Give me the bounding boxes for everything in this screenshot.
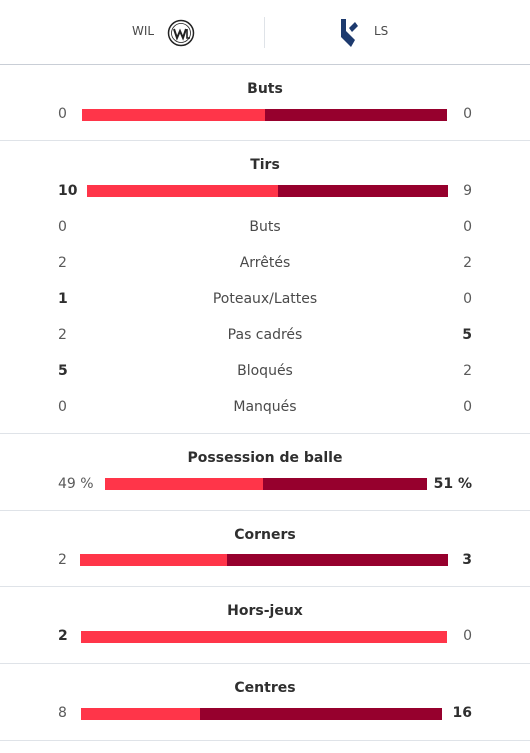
stat-goals: Buts 0 0 [0, 65, 530, 141]
stat-crosses: Centres 8 16 [0, 664, 530, 741]
detail-label: Arrêtés [239, 255, 291, 271]
home-bar-segment [80, 554, 228, 566]
detail-label: Manqués [233, 399, 297, 415]
home-value: 0 [58, 106, 67, 122]
home-value: 0 [58, 399, 67, 415]
stat-bar [80, 554, 448, 566]
stat-bar [81, 631, 447, 643]
detail-label: Pas cadrés [227, 327, 303, 343]
home-value: 10 [58, 183, 78, 199]
home-team-logo-icon [167, 19, 195, 47]
away-value: 3 [462, 552, 472, 568]
home-bar-segment [82, 109, 265, 121]
stat-title: Corners [234, 527, 296, 543]
away-value: 16 [452, 705, 472, 721]
away-value: 9 [463, 183, 472, 199]
away-value: 2 [463, 363, 472, 379]
stat-title: Possession de balle [187, 450, 343, 466]
home-bar-segment [87, 185, 279, 197]
away-team-logo-icon [341, 19, 358, 47]
stat-title: Buts [247, 81, 283, 97]
home-bar-segment [81, 708, 201, 720]
away-value: 0 [463, 291, 472, 307]
home-value: 2 [58, 255, 67, 271]
stat-title: Hors-jeux [227, 603, 303, 619]
home-value: 2 [58, 327, 67, 343]
home-value: 2 [58, 628, 68, 644]
home-value: 0 [58, 219, 67, 235]
stat-title: Tirs [250, 157, 280, 173]
home-bar-segment [81, 631, 447, 643]
home-value: 5 [58, 363, 68, 379]
detail-label: Poteaux/Lattes [212, 291, 318, 307]
stat-shots: Tirs 10 9 0 Buts 0 2 Arrêtés 2 1 Poteaux… [0, 141, 530, 434]
stat-bar [81, 708, 442, 720]
away-team-name: LS [374, 24, 389, 38]
away-value: 0 [463, 219, 472, 235]
header-divider [264, 17, 265, 48]
home-bar-segment [105, 478, 263, 490]
home-value: 2 [58, 552, 67, 568]
away-bar-segment [227, 554, 448, 566]
stat-possession: Possession de balle 49 % 51 % [0, 434, 530, 511]
stat-corners: Corners 2 3 [0, 511, 530, 587]
away-value: 0 [463, 106, 472, 122]
away-value: 51 % [433, 476, 472, 492]
match-header: WIL LS [0, 0, 530, 65]
detail-label: Bloqués [237, 363, 293, 379]
away-bar-segment [262, 478, 427, 490]
away-value: 2 [463, 255, 472, 271]
away-value: 5 [462, 327, 472, 343]
away-value: 0 [463, 628, 472, 644]
home-value: 1 [58, 291, 68, 307]
stat-offsides: Hors-jeux 2 0 [0, 587, 530, 664]
away-value: 0 [463, 399, 472, 415]
stat-title: Centres [234, 680, 296, 696]
stat-bar [87, 185, 448, 197]
away-bar-segment [278, 185, 448, 197]
stat-bar [105, 478, 427, 490]
stat-bar [82, 109, 447, 121]
home-value: 49 % [58, 476, 94, 492]
home-value: 8 [58, 705, 67, 721]
away-bar-segment [200, 708, 442, 720]
away-bar-segment [264, 109, 447, 121]
detail-label: Buts [249, 219, 281, 235]
home-team-name: WIL [132, 24, 155, 38]
